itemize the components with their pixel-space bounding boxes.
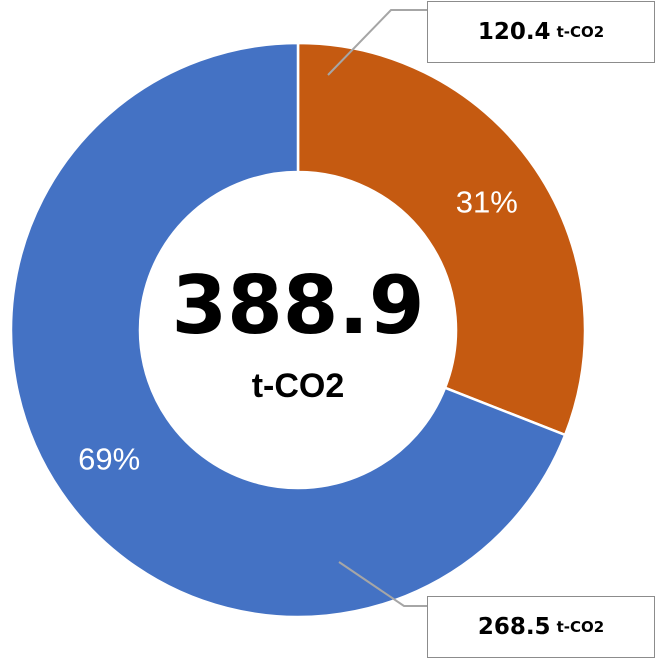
percent-label-0: 31% [456,184,518,219]
callout-slice-1: 268.5 t-CO2 [427,596,655,658]
leader-line-1 [338,561,427,607]
donut-slice-1 [9,41,567,619]
center-total: 388.9 [171,259,424,352]
callout-unit: t-CO2 [556,23,605,41]
center-unit: t-CO2 [252,367,345,405]
callout-slice-0: 120.4 t-CO2 [427,1,655,63]
donut-slice-0 [296,41,587,437]
percent-label-1: 69% [78,442,140,477]
callout-value: 268.5 [477,614,551,640]
callout-unit: t-CO2 [556,618,605,636]
leader-line-0 [327,9,427,76]
callout-value: 120.4 [477,19,551,45]
